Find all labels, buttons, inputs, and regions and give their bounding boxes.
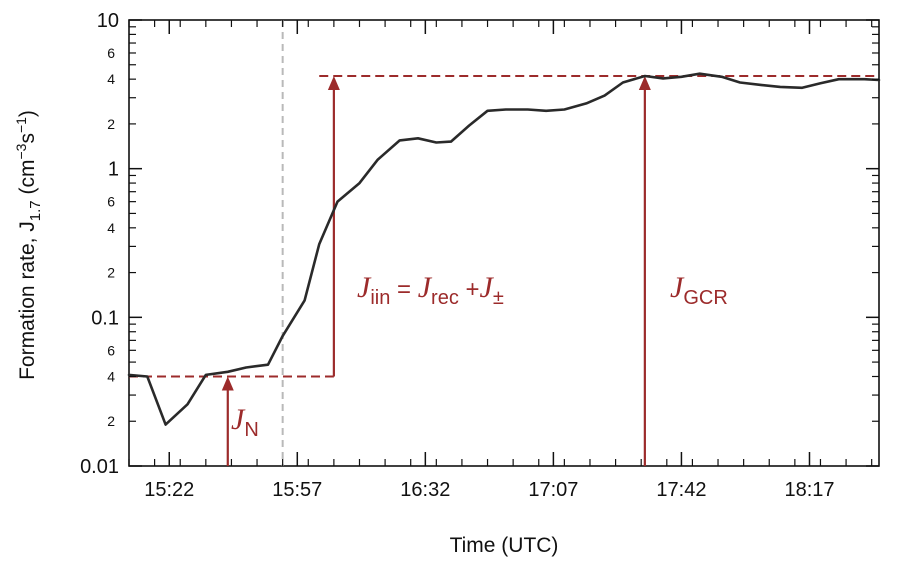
data-point bbox=[819, 82, 822, 84]
data-point bbox=[377, 159, 379, 161]
y-minor-tick-label: 2 bbox=[107, 265, 115, 281]
data-point bbox=[318, 243, 320, 245]
data-point bbox=[662, 77, 664, 79]
x-tick-label: 17:42 bbox=[656, 479, 706, 501]
data-point bbox=[164, 423, 167, 426]
annotation-jn: JN bbox=[231, 403, 259, 441]
data-point bbox=[205, 374, 207, 376]
y-minor-tick-label: 4 bbox=[107, 368, 115, 384]
annotation-jiin: Jiin = Jrec +J± bbox=[357, 271, 504, 309]
data-point bbox=[245, 366, 247, 369]
data-point bbox=[545, 110, 547, 112]
data-point bbox=[282, 335, 284, 337]
y-tick-label: 10 bbox=[97, 10, 119, 32]
data-point bbox=[644, 75, 646, 77]
data-point bbox=[358, 182, 361, 184]
arrow-head bbox=[638, 76, 651, 91]
series-line bbox=[127, 72, 881, 426]
data-point bbox=[721, 76, 723, 78]
y-minor-tick-label: 4 bbox=[107, 71, 115, 87]
axis-ticks: 0.01 0.1 1 10 2 4 6 2 4 6 2 4 6 15:22 15:57 16:32 17:07 1… bbox=[80, 10, 879, 501]
data-point bbox=[227, 371, 229, 373]
y-minor-tick-label: 2 bbox=[107, 413, 115, 429]
y-tick-label: 0.1 bbox=[91, 307, 119, 329]
series-layer bbox=[127, 72, 881, 426]
data-point bbox=[761, 84, 763, 86]
data-point bbox=[186, 403, 189, 405]
data-point bbox=[450, 141, 452, 143]
data-point bbox=[838, 78, 840, 80]
data-point bbox=[622, 81, 624, 84]
y-minor-tick-label: 6 bbox=[107, 342, 115, 358]
arrow-head bbox=[221, 376, 234, 391]
y-minor-tick-label: 2 bbox=[107, 116, 115, 132]
data-point bbox=[739, 81, 741, 84]
data-point bbox=[399, 139, 401, 141]
y-axis-title: Formation rate, J1.7 (cm−3s−1) bbox=[13, 110, 44, 380]
data-point bbox=[699, 73, 701, 75]
annotation-jgcr: JGCR bbox=[670, 271, 728, 309]
x-tick-label: 15:22 bbox=[144, 479, 194, 501]
y-tick-label: 1 bbox=[108, 159, 119, 181]
arrow-head bbox=[327, 76, 340, 91]
plot-border bbox=[128, 19, 880, 467]
data-point bbox=[267, 364, 269, 366]
data-point bbox=[468, 124, 470, 127]
data-point bbox=[527, 108, 529, 111]
y-minor-tick-label: 6 bbox=[107, 194, 115, 210]
x-tick-label: 15:57 bbox=[272, 479, 322, 501]
x-tick-label: 16:32 bbox=[400, 479, 450, 501]
data-point bbox=[779, 86, 781, 88]
y-tick-label: 0.01 bbox=[80, 456, 119, 478]
data-point bbox=[680, 76, 683, 78]
data-point bbox=[435, 141, 437, 144]
data-point bbox=[604, 95, 606, 97]
x-axis-title: Time (UTC) bbox=[450, 534, 559, 557]
x-tick-label: 17:07 bbox=[528, 479, 578, 501]
data-point bbox=[505, 108, 507, 111]
data-point bbox=[128, 374, 130, 376]
data-point bbox=[563, 108, 565, 111]
data-point bbox=[585, 102, 587, 104]
reference-lines bbox=[129, 20, 879, 466]
plot-frame bbox=[128, 19, 880, 467]
data-point bbox=[486, 110, 489, 112]
data-point bbox=[304, 299, 306, 301]
data-point bbox=[336, 201, 339, 203]
data-point bbox=[146, 375, 148, 378]
data-point bbox=[863, 78, 865, 80]
y-minor-tick-label: 4 bbox=[107, 220, 115, 236]
y-minor-tick-label: 6 bbox=[107, 45, 115, 61]
data-point bbox=[417, 137, 419, 139]
data-point bbox=[801, 87, 803, 89]
x-tick-label: 18:17 bbox=[784, 479, 834, 501]
